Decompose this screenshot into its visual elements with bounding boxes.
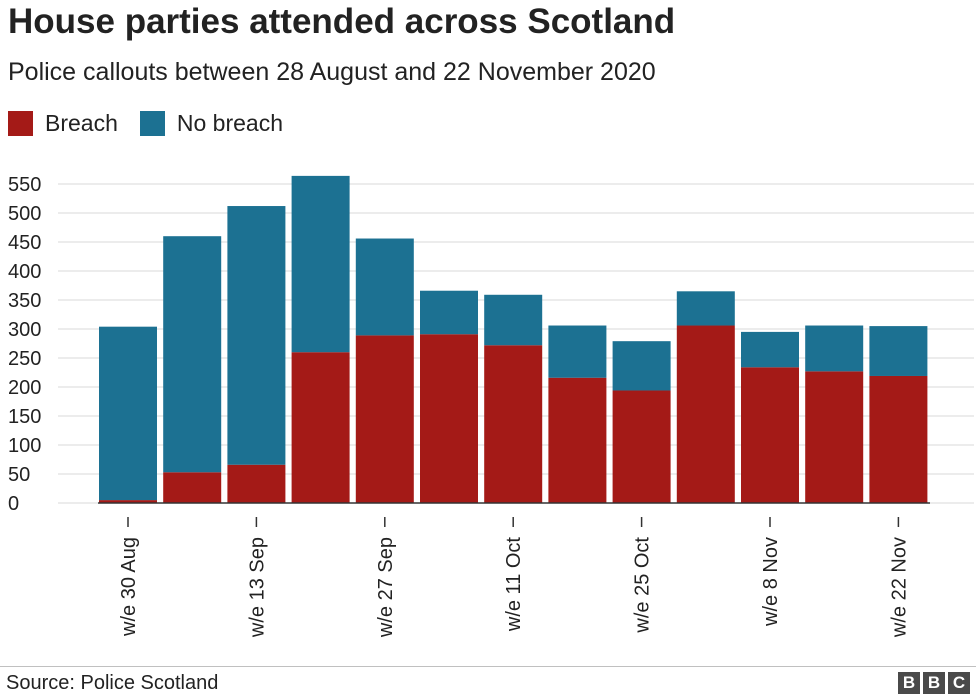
- bar-breach: [99, 500, 157, 503]
- y-tick-label: 100: [8, 435, 41, 457]
- x-tick-label: w/e 11 Oct: [503, 537, 525, 633]
- legend-label-breach: Breach: [45, 110, 118, 136]
- x-tick-label: w/e 25 Oct: [632, 537, 654, 634]
- bbc-logo-block: B: [898, 672, 920, 694]
- bar-no-breach: [869, 326, 928, 376]
- x-tick-label: w/e 8 Nov: [760, 537, 782, 627]
- bar-no-breach: [420, 290, 478, 335]
- bar-breach: [163, 472, 222, 503]
- bbc-logo-block: C: [948, 672, 970, 694]
- legend-item-breach: Breach: [8, 110, 118, 137]
- bar-breach: [612, 390, 671, 503]
- bar-no-breach: [99, 326, 157, 501]
- bar-no-breach: [612, 341, 671, 391]
- y-tick-label: 200: [8, 377, 41, 399]
- x-tick-label: w/e 13 Sep: [246, 537, 268, 638]
- legend-label-no-breach: No breach: [176, 110, 283, 136]
- y-tick-label: 300: [8, 319, 41, 341]
- bar-no-breach: [484, 294, 543, 346]
- bar-breach: [869, 375, 928, 503]
- legend-swatch-breach: [8, 111, 33, 136]
- y-tick-label: 350: [8, 290, 41, 312]
- y-tick-label: 150: [8, 406, 41, 428]
- bar-no-breach: [163, 236, 222, 473]
- x-tick-label: w/e 22 Nov: [888, 537, 910, 638]
- chart-title: House parties attended across Scotland: [8, 2, 676, 41]
- y-tick-label: 450: [8, 232, 41, 254]
- bar-breach: [291, 352, 350, 503]
- bar-no-breach: [291, 175, 350, 353]
- bar-breach: [484, 345, 543, 503]
- bar-no-breach: [355, 238, 414, 336]
- bar-no-breach: [741, 331, 799, 368]
- bar-breach: [355, 335, 414, 503]
- y-tick-label: 400: [8, 261, 41, 283]
- y-tick-label: 550: [8, 174, 41, 196]
- bbc-logo-block: B: [923, 672, 945, 694]
- bar-breach: [741, 367, 799, 503]
- y-tick-label: 500: [8, 203, 41, 225]
- source-note: Source: Police Scotland: [6, 672, 219, 694]
- chart-subtitle: Police callouts between 28 August and 22…: [8, 58, 656, 86]
- bar-no-breach: [676, 291, 735, 326]
- bbc-logo: B B C: [895, 672, 970, 694]
- bar-breach: [227, 464, 286, 503]
- footer-divider: [0, 666, 976, 667]
- x-tick-label: w/e 30 Aug: [118, 537, 140, 637]
- bar-no-breach: [227, 206, 286, 465]
- legend: Breach No breach: [8, 110, 305, 137]
- y-tick-label: 250: [8, 348, 41, 370]
- x-tick-label: w/e 27 Sep: [375, 537, 397, 638]
- bar-no-breach: [805, 325, 864, 372]
- y-tick-label: 50: [8, 464, 30, 486]
- stacked-bar-chart: 0 50 100 150 200 250 300 350 400 450 500 550 w/e 30 …: [8, 174, 974, 638]
- bar-breach: [676, 325, 735, 503]
- bar-breach: [420, 334, 478, 503]
- y-tick-label: 0: [8, 493, 19, 515]
- bar-breach: [548, 377, 607, 503]
- bar-no-breach: [548, 325, 607, 378]
- bar-breach: [805, 371, 864, 503]
- legend-swatch-no-breach: [139, 111, 165, 136]
- legend-item-no-breach: No breach: [139, 110, 283, 137]
